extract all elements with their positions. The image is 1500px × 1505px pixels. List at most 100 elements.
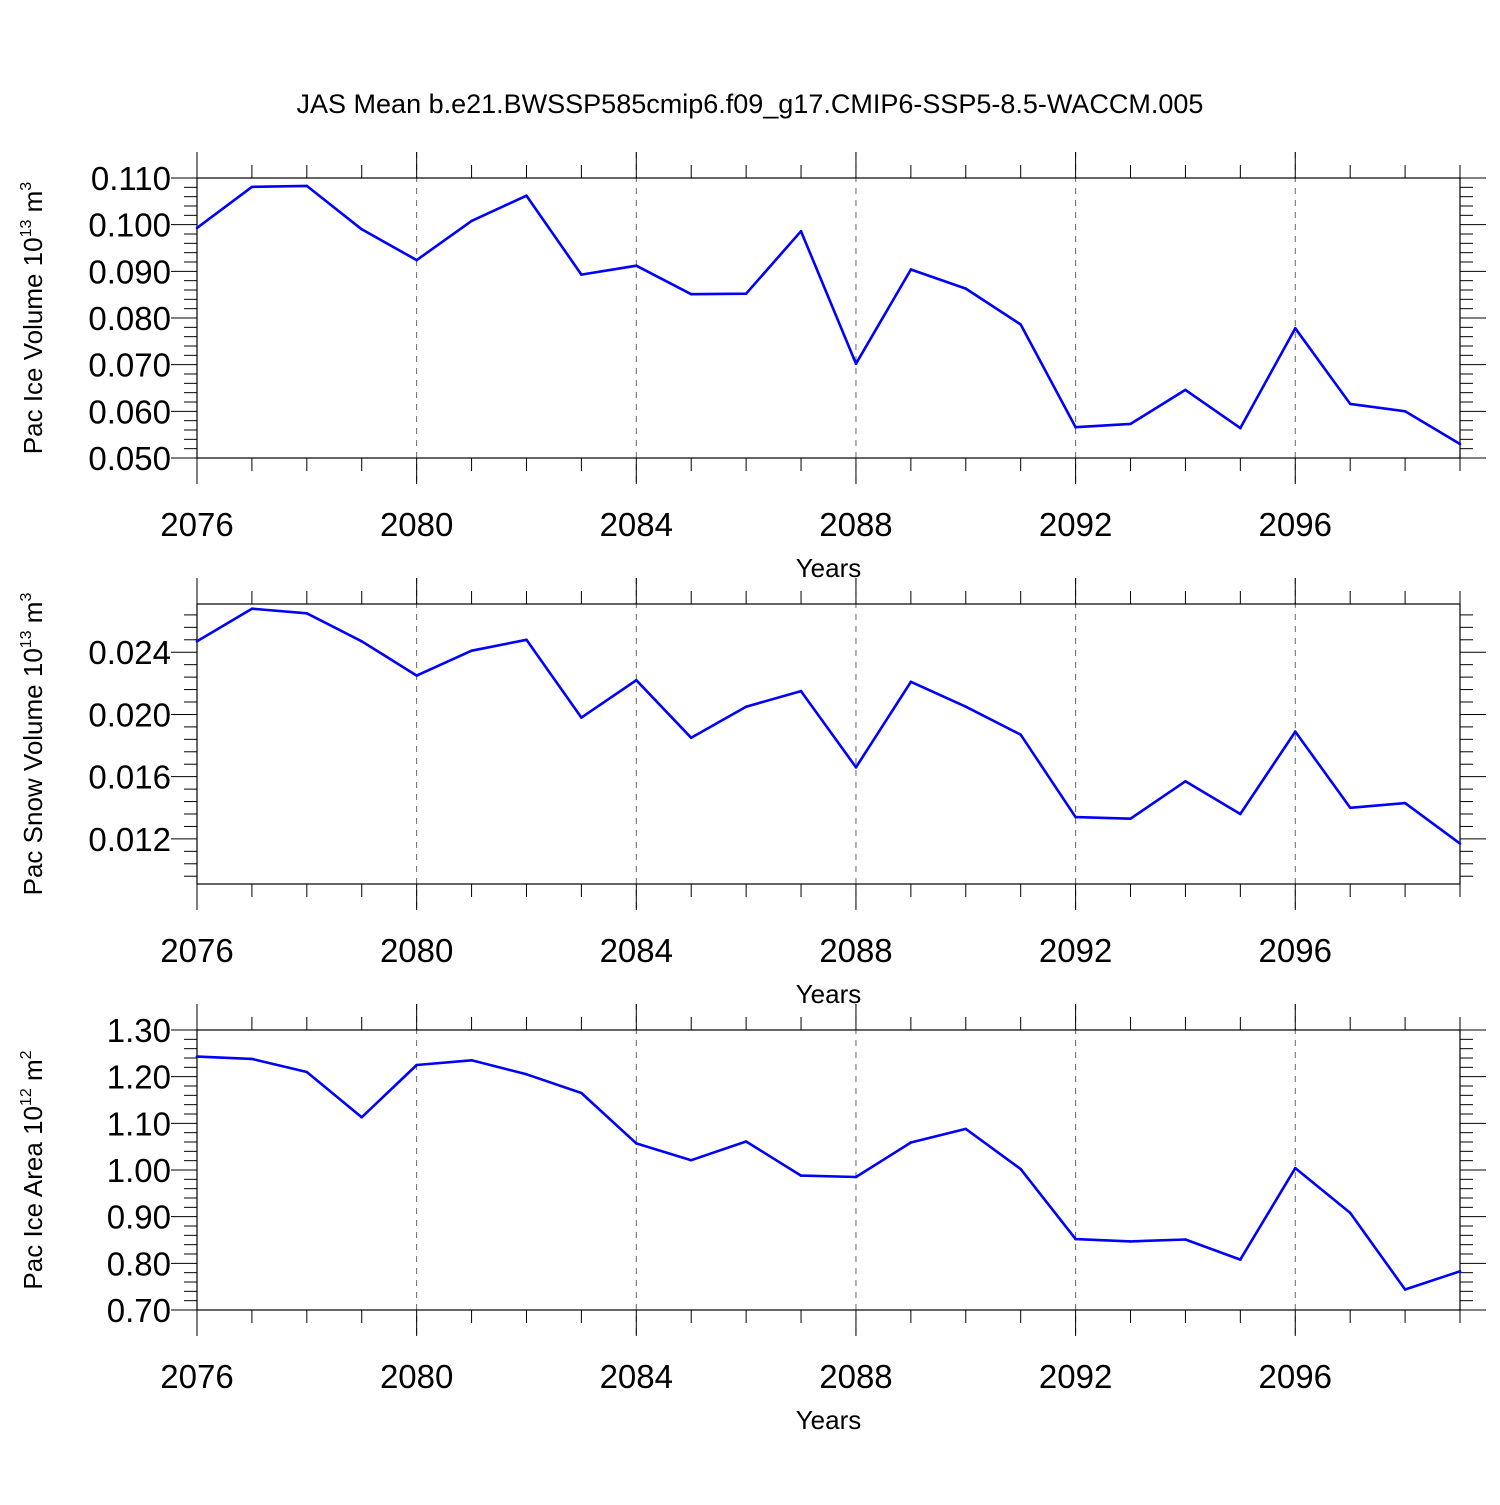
data-point: [689, 1158, 693, 1162]
y-tick-label: 0.070: [88, 347, 171, 384]
data-point: [1348, 1211, 1352, 1215]
y-tick-label: 0.020: [88, 696, 171, 733]
data-point: [1239, 812, 1242, 816]
y-axis-label-superscript: 2: [18, 1050, 35, 1059]
data-point: [635, 678, 638, 682]
x-tick-label: 2084: [600, 506, 673, 543]
y-tick-label: 1.00: [107, 1152, 171, 1189]
data-point: [415, 258, 418, 262]
y-axis-label-part: m: [18, 191, 48, 220]
data-point: [195, 1055, 199, 1058]
data-point: [799, 689, 803, 693]
x-tick-label: 2080: [380, 932, 453, 969]
x-tick-label: 2088: [819, 506, 892, 543]
y-axis-label-superscript: 13: [18, 219, 35, 237]
y-tick-label: 0.70: [107, 1292, 171, 1329]
x-tick-label: 2092: [1039, 1358, 1112, 1395]
data-point: [470, 1059, 473, 1062]
data-point: [1129, 422, 1132, 426]
data-point: [1403, 1288, 1407, 1291]
y-tick-label: 0.050: [88, 440, 171, 477]
y-tick-label: 0.012: [88, 821, 171, 858]
plot-frame: [196, 603, 1461, 885]
data-point: [305, 184, 309, 188]
data-point: [1348, 806, 1352, 810]
data-point: [1458, 442, 1462, 446]
data-point: [1458, 842, 1462, 845]
data-point: [1074, 815, 1077, 819]
data-point: [1184, 1238, 1187, 1241]
x-tick-label: 2080: [380, 1358, 453, 1395]
y-tick-label: 0.060: [88, 393, 171, 430]
data-point: [909, 268, 913, 271]
data-point: [525, 1073, 528, 1076]
y-axis-label-superscript: 13: [18, 630, 35, 648]
data-point: [360, 640, 364, 643]
y-axis-label-part: m: [18, 602, 48, 631]
data-point: [1293, 1166, 1297, 1170]
plot-frame: [196, 1029, 1461, 1311]
series-line: [196, 1055, 1461, 1291]
chart-panel-2: 0.012 0.016 0.020 0.024 2076 2080 2084 2088 2092…: [18, 578, 1486, 1009]
y-tick-label: 1.10: [107, 1105, 171, 1142]
data-point: [250, 1057, 254, 1061]
y-tick-label: 0.024: [88, 634, 171, 671]
x-tick-label: 2076: [160, 506, 233, 543]
chart-title: JAS Mean b.e21.BWSSP585cmip6.f09_g17.CMI…: [297, 89, 1204, 119]
data-point: [1239, 426, 1242, 430]
data-point: [415, 674, 418, 677]
data-point: [909, 1141, 913, 1144]
x-tick-label: 2084: [600, 1358, 673, 1395]
y-axis-label-superscript: 3: [18, 182, 35, 191]
data-point: [1019, 323, 1022, 326]
data-point: [1019, 733, 1022, 736]
data-point: [1074, 425, 1077, 429]
data-point: [195, 640, 199, 643]
data-point: [415, 1063, 418, 1067]
data-point: [854, 766, 858, 769]
x-tick-label: 2092: [1039, 932, 1112, 969]
x-tick-label: 2096: [1259, 932, 1332, 969]
data-point: [1184, 780, 1187, 783]
x-tick-label: 2076: [160, 932, 233, 969]
y-axis-label-part: Pac Ice Area 10: [18, 1106, 48, 1290]
x-axis-label: Years: [796, 1405, 862, 1435]
data-point: [689, 292, 693, 296]
data-point: [964, 1127, 968, 1131]
data-point: [1293, 326, 1297, 330]
data-point: [799, 229, 803, 233]
x-tick-label: 2088: [819, 1358, 892, 1395]
data-point: [689, 736, 693, 740]
chart-panel-1: 0.050 0.060 0.070 0.080 0.090 0.100 0.110 2076 2…: [18, 152, 1486, 583]
data-point: [635, 264, 638, 268]
data-point: [360, 1115, 364, 1119]
data-point: [635, 1142, 638, 1145]
data-point: [1403, 410, 1407, 413]
x-tick-label: 2084: [600, 932, 673, 969]
data-point: [305, 1070, 309, 1074]
y-tick-label: 0.100: [88, 207, 171, 244]
data-point: [580, 1091, 583, 1095]
x-tick-label: 2088: [819, 932, 892, 969]
series-line: [196, 607, 1461, 845]
data-point: [744, 1140, 748, 1143]
y-axis-label-part: Pac Snow Volume 10: [18, 648, 48, 895]
data-point: [744, 292, 748, 296]
x-tick-label: 2076: [160, 1358, 233, 1395]
chart-panel-3: 0.70 0.80 0.90 1.00 1.10 1.20 1.30 2076 2080 2084…: [18, 1004, 1486, 1435]
y-axis-label-part: Pac Ice Volume 10: [18, 237, 48, 454]
data-point: [580, 273, 583, 276]
y-tick-label: 0.90: [107, 1199, 171, 1236]
x-tick-label: 2096: [1259, 1358, 1332, 1395]
data-point: [360, 228, 364, 231]
data-point: [470, 649, 473, 652]
data-point: [250, 607, 254, 610]
y-axis-label-part: m: [18, 1059, 48, 1088]
y-tick-label: 0.080: [88, 300, 171, 337]
data-point: [1129, 1240, 1132, 1243]
data-point: [305, 612, 309, 615]
data-point: [1019, 1167, 1022, 1171]
y-axis-label: Pac Ice Volume 1013 m3: [18, 182, 48, 455]
